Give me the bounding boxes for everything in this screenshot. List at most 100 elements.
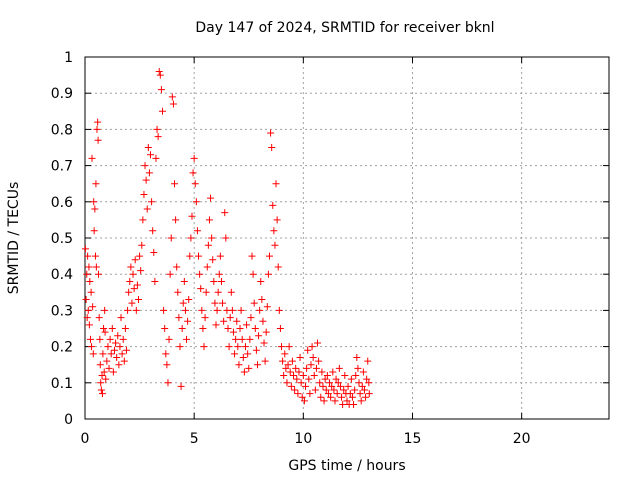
data-point bbox=[307, 361, 315, 369]
data-point bbox=[103, 357, 111, 365]
data-point bbox=[133, 281, 141, 289]
data-point bbox=[129, 270, 137, 278]
data-point bbox=[244, 350, 252, 358]
data-point bbox=[109, 368, 117, 376]
data-point bbox=[225, 343, 233, 351]
data-point bbox=[346, 390, 354, 398]
data-point bbox=[137, 267, 145, 275]
data-point bbox=[322, 386, 330, 394]
data-point bbox=[335, 364, 343, 372]
y-tick-label: 1 bbox=[64, 50, 73, 66]
data-point bbox=[249, 270, 257, 278]
data-point bbox=[287, 382, 295, 390]
x-tick-label: 0 bbox=[81, 431, 90, 447]
data-point bbox=[259, 317, 267, 325]
data-point bbox=[356, 390, 364, 398]
data-point bbox=[107, 350, 115, 358]
data-point bbox=[364, 357, 372, 365]
data-point bbox=[154, 133, 162, 141]
x-tick-label: 20 bbox=[513, 431, 531, 447]
data-point bbox=[363, 375, 371, 383]
data-point bbox=[316, 379, 324, 387]
data-point bbox=[354, 364, 362, 372]
data-point bbox=[220, 317, 228, 325]
data-point bbox=[216, 252, 224, 260]
y-tick-label: 0.4 bbox=[51, 267, 73, 283]
x-tick-label: 15 bbox=[404, 431, 422, 447]
data-series bbox=[81, 67, 373, 409]
data-point bbox=[95, 314, 103, 322]
data-point bbox=[280, 372, 288, 380]
data-point bbox=[175, 314, 183, 322]
data-point bbox=[157, 86, 165, 94]
data-point bbox=[260, 339, 268, 347]
y-tick-label: 0.9 bbox=[51, 86, 73, 102]
data-point bbox=[217, 277, 225, 285]
data-point bbox=[122, 346, 130, 354]
data-point bbox=[98, 372, 106, 380]
data-point bbox=[359, 368, 367, 376]
data-point bbox=[149, 227, 157, 235]
data-point bbox=[309, 353, 317, 361]
y-tick-label: 0 bbox=[64, 412, 73, 428]
data-point bbox=[297, 379, 305, 387]
data-point bbox=[286, 368, 294, 376]
data-point bbox=[248, 252, 256, 260]
data-point bbox=[115, 361, 123, 369]
data-point bbox=[141, 162, 149, 170]
data-point bbox=[171, 180, 179, 188]
data-point bbox=[188, 212, 196, 220]
data-point bbox=[159, 107, 167, 115]
data-point bbox=[274, 263, 282, 271]
data-point bbox=[142, 176, 150, 184]
data-point bbox=[128, 299, 136, 307]
data-point bbox=[97, 379, 105, 387]
data-point bbox=[245, 364, 253, 372]
data-point bbox=[255, 332, 263, 340]
data-point bbox=[86, 335, 94, 343]
data-point bbox=[231, 350, 239, 358]
data-point bbox=[303, 364, 311, 372]
gridlines bbox=[85, 57, 609, 419]
data-point bbox=[172, 216, 180, 224]
data-point bbox=[210, 277, 218, 285]
data-point bbox=[202, 288, 210, 296]
data-point bbox=[326, 379, 334, 387]
data-point bbox=[179, 299, 187, 307]
data-point bbox=[239, 353, 247, 361]
data-point bbox=[101, 328, 109, 336]
data-point bbox=[267, 129, 275, 137]
data-point bbox=[83, 314, 91, 322]
data-point bbox=[221, 209, 229, 217]
data-point bbox=[184, 317, 192, 325]
data-point bbox=[126, 277, 134, 285]
data-point bbox=[343, 397, 351, 405]
data-point bbox=[91, 205, 99, 213]
data-point bbox=[365, 390, 373, 398]
data-point bbox=[139, 216, 147, 224]
data-point bbox=[164, 379, 172, 387]
data-point bbox=[153, 125, 161, 133]
data-point bbox=[228, 306, 236, 314]
data-point bbox=[247, 314, 255, 322]
data-point bbox=[319, 382, 327, 390]
data-point bbox=[304, 346, 312, 354]
data-point bbox=[132, 306, 140, 314]
data-point bbox=[269, 201, 277, 209]
data-point bbox=[148, 198, 156, 206]
data-point bbox=[181, 306, 189, 314]
data-point bbox=[253, 361, 261, 369]
data-point bbox=[268, 144, 276, 151]
data-point bbox=[355, 379, 363, 387]
data-point bbox=[84, 306, 92, 314]
x-tick-label: 10 bbox=[294, 431, 312, 447]
data-point bbox=[214, 288, 222, 296]
data-point bbox=[197, 285, 205, 293]
data-point bbox=[121, 325, 129, 332]
data-point bbox=[314, 339, 322, 347]
data-point bbox=[156, 71, 164, 79]
data-point bbox=[273, 216, 281, 224]
y-tick-label: 0.7 bbox=[51, 159, 73, 175]
